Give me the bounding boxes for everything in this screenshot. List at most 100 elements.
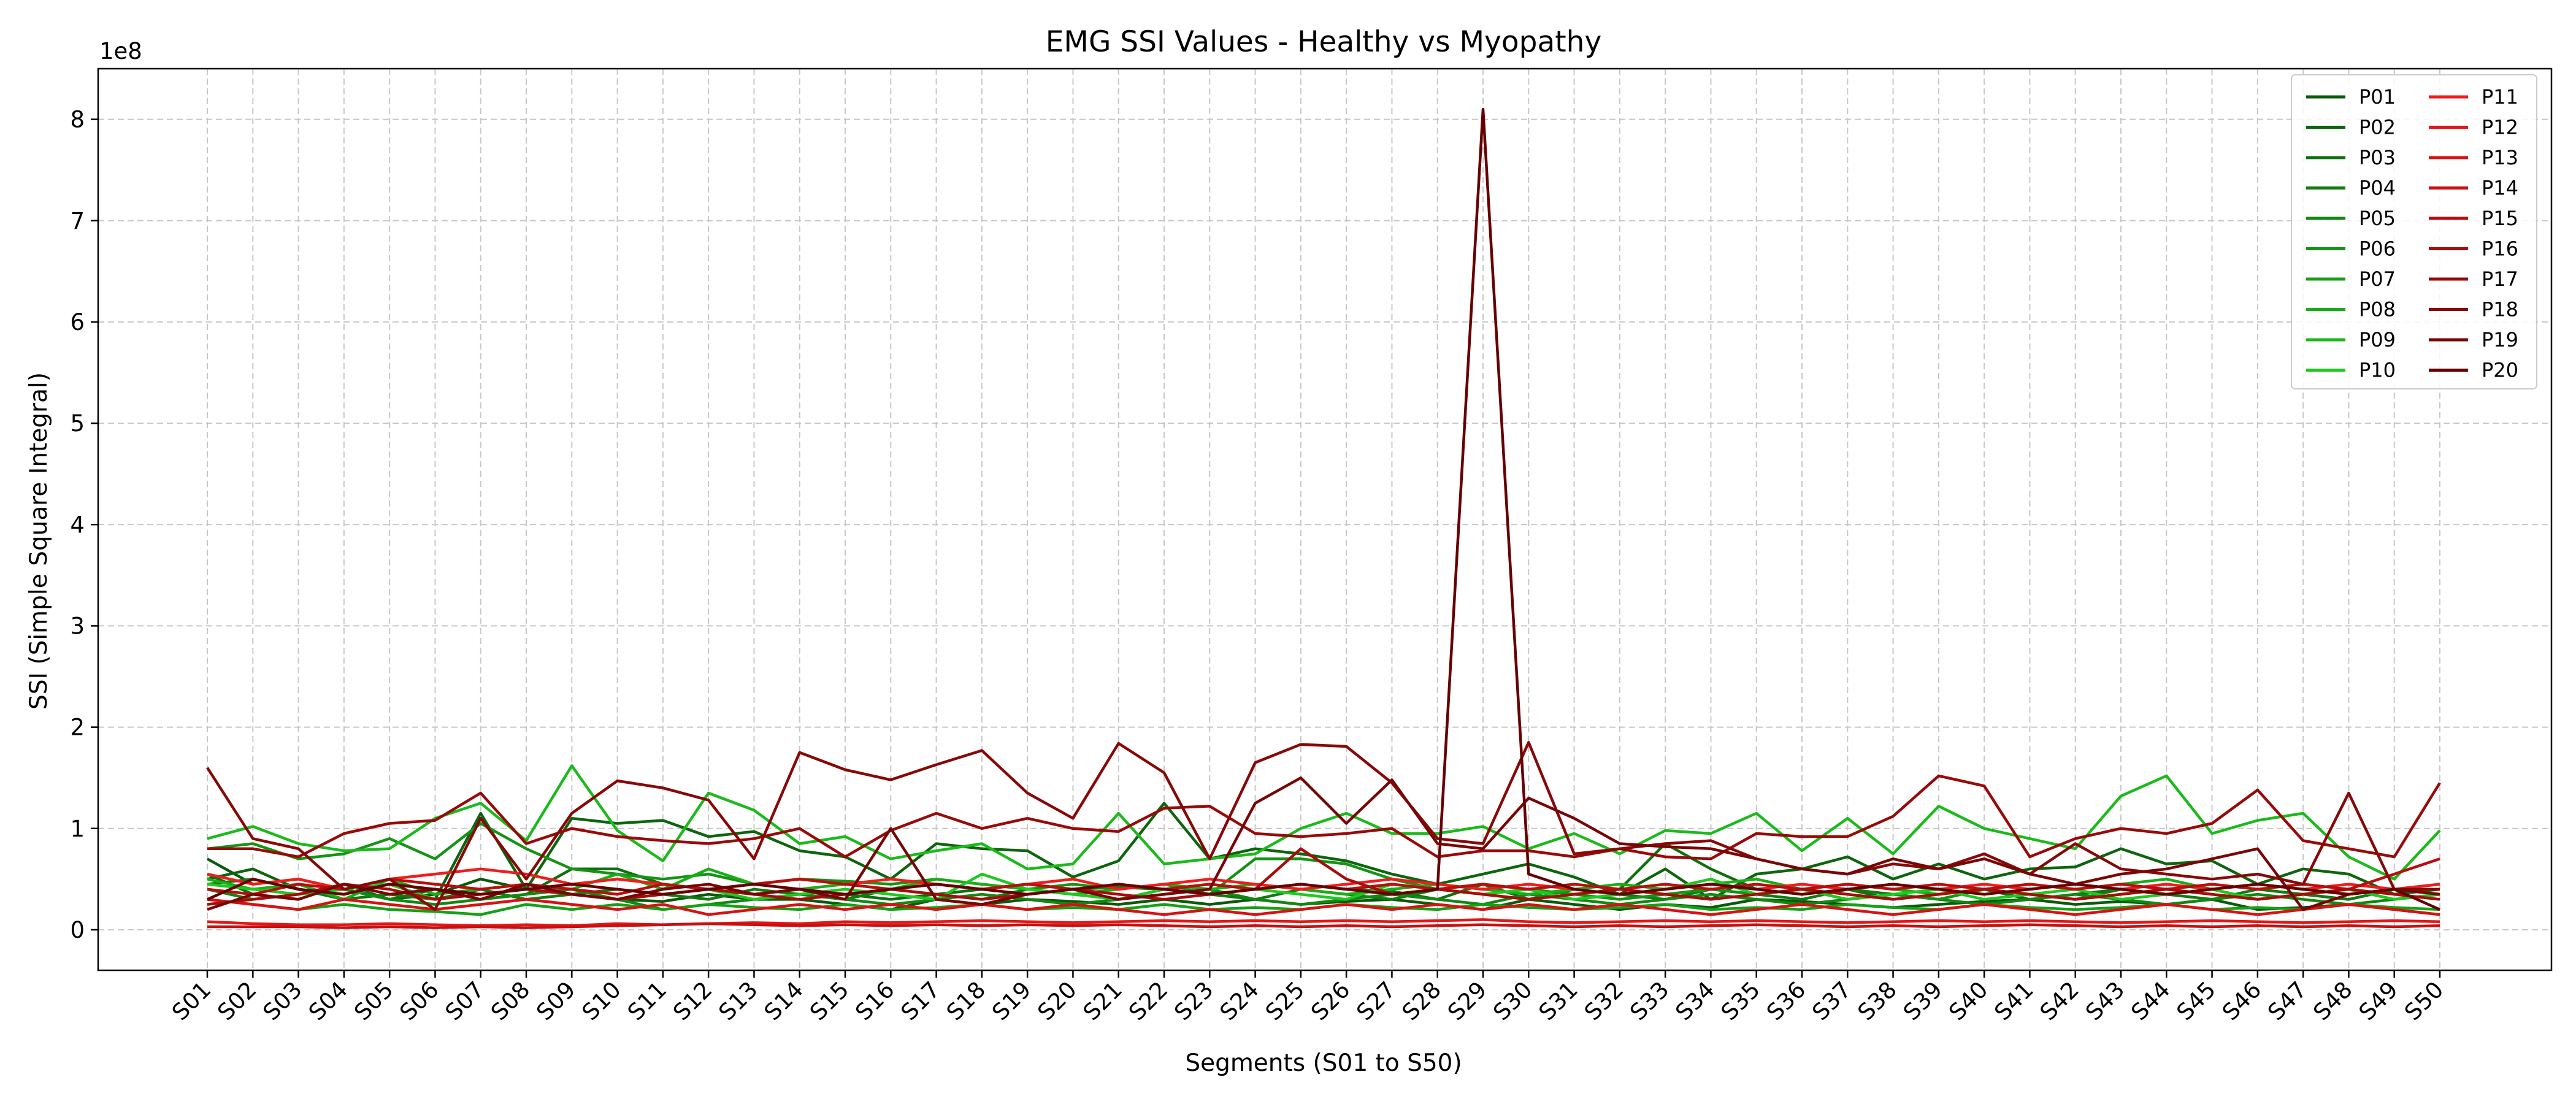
legend-label-p08: P08 [2359, 298, 2396, 321]
legend-label-p20: P20 [2482, 359, 2518, 382]
legend-label-p10: P10 [2359, 359, 2396, 382]
x-tick-label: S23 [1169, 976, 1218, 1025]
y-tick-label: 2 [70, 715, 85, 741]
y-tick-label: 0 [70, 917, 85, 943]
y-axis-label: SSI (Simple Square Integral) [25, 372, 53, 710]
y-tick-label: 6 [70, 309, 85, 335]
legend-label-p19: P19 [2482, 328, 2518, 351]
x-tick-label: S17 [896, 976, 945, 1025]
legend-label-p05: P05 [2359, 207, 2396, 230]
series-line-p20 [207, 107, 2440, 911]
x-tick-label: S42 [2035, 976, 2084, 1025]
y-tick-label: 3 [70, 613, 85, 639]
x-tick-label: S02 [212, 976, 261, 1025]
legend-label-p17: P17 [2482, 267, 2518, 291]
legend-label-p06: P06 [2359, 237, 2396, 261]
series-line-p18 [206, 741, 2440, 911]
legend-label-p07: P07 [2359, 267, 2396, 291]
x-tick-label: S22 [1124, 976, 1173, 1025]
series-line-p17 [207, 774, 2441, 861]
x-tick-label: S27 [1351, 976, 1400, 1025]
series-line-p02 [207, 802, 2440, 901]
legend-label-p03: P03 [2359, 146, 2396, 169]
x-tick-label: S18 [941, 976, 991, 1025]
x-tick-label: S25 [1260, 976, 1309, 1025]
x-tick-label: S38 [1853, 976, 1902, 1025]
x-tick-label: S34 [1670, 976, 1719, 1025]
x-tick-label: S12 [668, 976, 717, 1025]
y-axis-offset-text: 1e8 [99, 38, 142, 64]
x-tick-label: S39 [1898, 976, 1947, 1025]
x-tick-label: S48 [2308, 976, 2357, 1025]
x-tick-label: S11 [623, 976, 672, 1025]
x-axis-label: Segments (S01 to S50) [1185, 1049, 1462, 1077]
legend-label-p12: P12 [2482, 116, 2518, 139]
x-tick-label: S26 [1306, 976, 1355, 1025]
plot-frame [97, 67, 2553, 972]
legend-label-p02: P02 [2359, 116, 2396, 139]
series-line-p12 [207, 918, 2440, 927]
x-tick-label: S43 [2080, 976, 2129, 1025]
x-tick-label: S32 [1579, 976, 1628, 1025]
y-tick-label: 1 [70, 816, 85, 842]
x-tick-label: S45 [2172, 976, 2221, 1025]
x-tick-label: S31 [1534, 976, 1583, 1025]
legend-label-p09: P09 [2359, 328, 2396, 351]
x-tick-label: S24 [1215, 976, 1264, 1025]
x-tick-label: S33 [1625, 976, 1674, 1025]
legend-label-p15: P15 [2482, 207, 2518, 230]
x-tick-label: S30 [1488, 976, 1537, 1025]
x-tick-label: S03 [258, 976, 307, 1025]
x-tick-label: S05 [349, 976, 398, 1025]
x-tick-label: S13 [713, 976, 762, 1025]
legend-label-p01: P01 [2359, 85, 2396, 109]
y-tick-label: 8 [70, 107, 85, 133]
x-tick-label: S09 [531, 976, 580, 1025]
x-tick-label: S46 [2217, 976, 2266, 1025]
x-tick-label: S35 [1716, 976, 1765, 1025]
x-tick-label: S50 [2399, 976, 2448, 1025]
x-tick-label: S41 [1989, 976, 2038, 1025]
series-lines [206, 107, 2441, 929]
x-axis-ticks: S01S02S03S04S05S06S07S08S09S10S11S12S13S… [167, 970, 2448, 1025]
x-tick-label: S37 [1807, 976, 1856, 1025]
y-axis-ticks: 0 1 2 3 4 5 6 7 8 [70, 107, 98, 943]
legend-label-p11: P11 [2482, 85, 2518, 109]
x-tick-label: S15 [805, 976, 854, 1025]
series-line-p14 [207, 922, 2440, 929]
x-tick-label: S21 [1078, 976, 1127, 1025]
legend-label-p04: P04 [2359, 177, 2396, 200]
x-tick-label: S16 [850, 976, 899, 1025]
y-tick-label: 5 [70, 410, 85, 437]
x-tick-label: S19 [987, 976, 1036, 1025]
legend-label-p16: P16 [2482, 237, 2518, 261]
x-tick-label: S36 [1761, 976, 1811, 1025]
series-line-p19 [207, 776, 2440, 911]
x-tick-label: S14 [759, 976, 808, 1025]
x-tick-label: S28 [1397, 976, 1446, 1025]
x-tick-label: S29 [1443, 976, 1492, 1025]
legend-box [2291, 74, 2537, 389]
x-tick-label: S08 [486, 976, 535, 1025]
x-tick-label: S44 [2126, 976, 2175, 1025]
legend: P01 P02 P03 P04 P05 P06 P07 P08 P09 P10 P11 P12 P13 P… [2291, 74, 2537, 389]
x-tick-label: S49 [2354, 976, 2403, 1025]
series-line-p13 [207, 898, 2440, 916]
series-line-p09 [207, 764, 2441, 881]
y-tick-label: 7 [70, 208, 85, 234]
legend-label-p13: P13 [2482, 146, 2518, 169]
x-tick-label: S47 [2263, 976, 2312, 1025]
x-tick-label: S20 [1032, 976, 1081, 1025]
legend-label-p18: P18 [2482, 298, 2518, 321]
x-tick-label: S40 [1944, 976, 1993, 1025]
x-tick-label: S06 [394, 976, 443, 1025]
y-tick-label: 4 [70, 512, 85, 538]
x-tick-label: S07 [440, 976, 489, 1025]
chart-title: EMG SSI Values - Healthy vs Myopathy [1046, 25, 1602, 59]
legend-label-p14: P14 [2482, 177, 2518, 200]
x-tick-label: S04 [304, 976, 353, 1025]
x-tick-label: S01 [167, 976, 216, 1025]
x-tick-label: S10 [577, 976, 626, 1025]
